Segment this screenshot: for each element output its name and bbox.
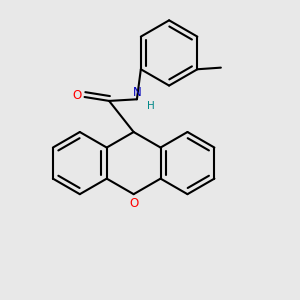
Text: O: O bbox=[129, 197, 138, 210]
Text: O: O bbox=[73, 89, 82, 102]
Text: N: N bbox=[133, 86, 141, 99]
Text: H: H bbox=[147, 101, 155, 112]
